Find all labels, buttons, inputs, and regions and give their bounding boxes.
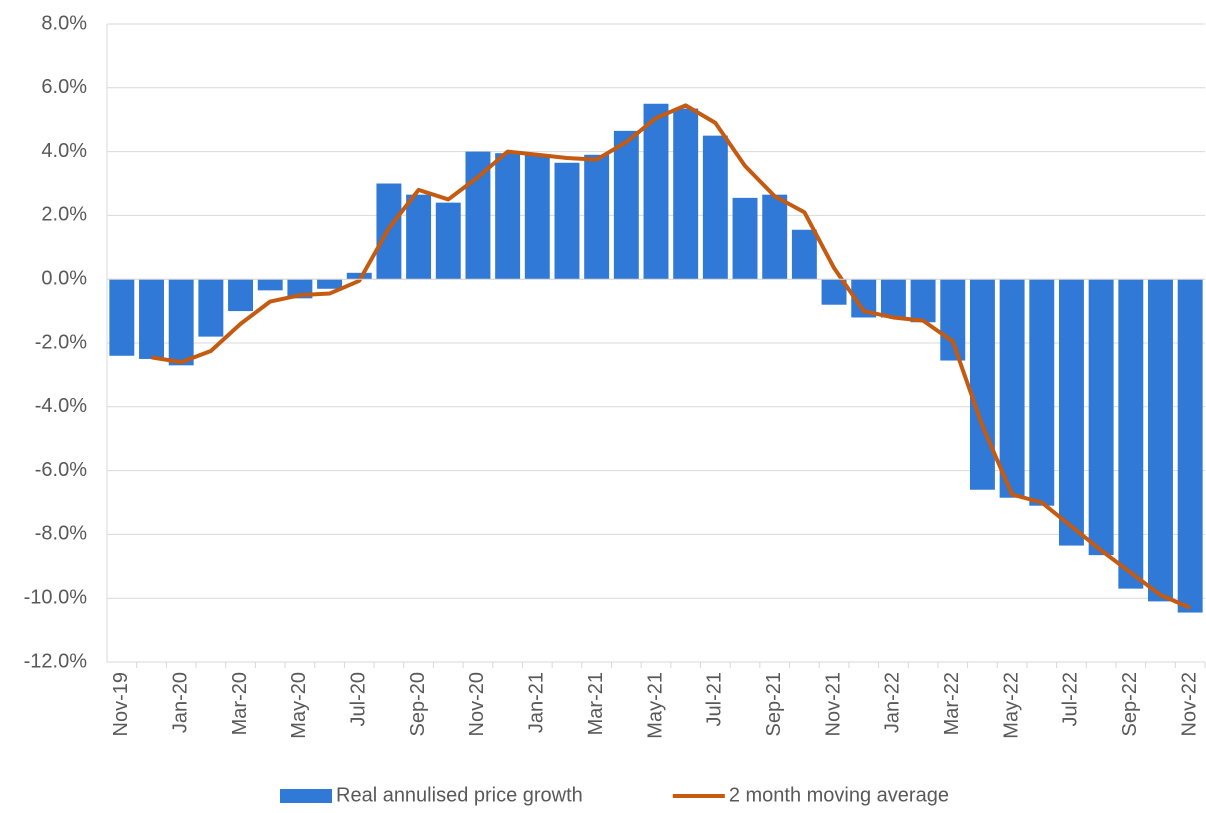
bar: [584, 154, 610, 280]
y-tick-label: 4.0%: [41, 140, 87, 162]
bar: [673, 108, 699, 280]
bar: [910, 279, 936, 323]
x-tick-label: Sep-22: [1119, 672, 1141, 737]
bar: [524, 154, 550, 280]
bar: [168, 279, 194, 366]
legend-label: 2 month moving average: [729, 784, 949, 806]
bar: [999, 279, 1025, 498]
bar: [139, 279, 164, 359]
y-tick-label: -10.0%: [24, 586, 88, 608]
bar: [762, 194, 788, 280]
bar: [1118, 279, 1144, 589]
x-tick-label: Jan-21: [526, 672, 548, 733]
y-tick-label: -6.0%: [35, 459, 87, 481]
bar: [1177, 279, 1203, 613]
bar: [198, 279, 224, 337]
x-tick-label: Jan-22: [882, 672, 904, 733]
bar: [228, 279, 254, 312]
y-tick-label: 8.0%: [41, 12, 87, 34]
bar: [495, 153, 521, 280]
y-tick-label: -12.0%: [24, 650, 88, 672]
y-tick-label: 0.0%: [41, 267, 87, 289]
y-tick-label: -8.0%: [35, 523, 87, 545]
x-tick-label: Mar-20: [229, 672, 251, 735]
x-tick-label: May-20: [288, 672, 310, 739]
x-tick-label: Nov-19: [110, 672, 132, 736]
bar: [257, 279, 283, 291]
bar: [1058, 279, 1084, 546]
bar: [702, 135, 728, 280]
bar: [791, 229, 817, 280]
x-tick-label: Jul-22: [1060, 672, 1082, 726]
y-tick-label: -4.0%: [35, 395, 87, 417]
x-tick-label: Nov-21: [822, 672, 844, 736]
bar: [406, 194, 432, 280]
bar: [1088, 279, 1114, 556]
x-tick-label: Jul-20: [348, 672, 370, 726]
bar: [109, 279, 135, 356]
y-tick-label: -2.0%: [35, 331, 87, 353]
x-tick-label: May-21: [644, 672, 666, 739]
legend-label: Real annulised price growth: [336, 784, 583, 806]
x-tick-label: Nov-22: [1178, 672, 1200, 736]
bar: [1148, 279, 1173, 602]
x-tick-label: Mar-21: [585, 672, 607, 735]
x-tick-label: Sep-21: [763, 672, 785, 737]
bar: [643, 103, 669, 280]
bar: [317, 279, 343, 289]
x-tick-label: Jan-20: [169, 672, 191, 733]
bar: [732, 197, 758, 280]
y-tick-label: 2.0%: [41, 204, 87, 226]
bar: [346, 272, 372, 280]
line: [151, 103, 1191, 610]
x-tick-label: Mar-22: [941, 672, 963, 735]
legend-swatch: [280, 789, 332, 803]
x-tick-label: Sep-20: [407, 672, 429, 737]
y-tick-label: 6.0%: [41, 76, 87, 98]
bar: [435, 202, 461, 280]
bar: [969, 279, 995, 490]
x-tick-label: Jul-21: [704, 672, 726, 726]
bar: [613, 130, 639, 280]
x-tick-label: Nov-20: [466, 672, 488, 736]
bar: [554, 162, 580, 280]
x-tick-label: May-22: [1000, 672, 1022, 739]
bar: [880, 279, 906, 318]
bar: [465, 151, 491, 280]
bar: [1029, 279, 1055, 506]
bar: [940, 279, 966, 361]
